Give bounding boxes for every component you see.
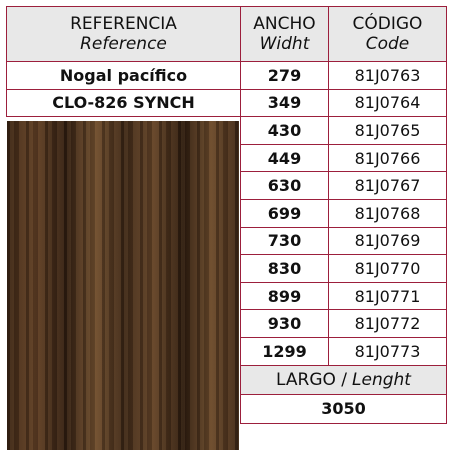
header-label: REFERENCIA	[70, 14, 177, 34]
code-cell: 81J0773	[328, 337, 447, 366]
width-value: 630	[267, 176, 302, 196]
width-value: 430	[267, 120, 302, 140]
reference-cell: CLO-826 SYNCH	[6, 88, 241, 118]
code-value: 81J0773	[354, 341, 421, 361]
header-cell: ANCHO Widht	[240, 6, 329, 62]
code-cell: 81J0765	[328, 116, 447, 145]
code-value: 81J0766	[354, 148, 421, 168]
code-value: 81J0764	[354, 93, 421, 113]
code-cell: 81J0768	[328, 199, 447, 228]
code-cell: 81J0763	[328, 61, 447, 90]
width-value: 1299	[262, 341, 307, 361]
code-cell: 81J0769	[328, 226, 447, 256]
code-cell: 81J0770	[328, 254, 447, 283]
width-cell: 1299	[240, 337, 329, 366]
code-value: 81J0769	[354, 231, 421, 251]
reference-name: CLO-826 SYNCH	[52, 93, 195, 113]
width-cell: 279	[240, 61, 329, 90]
code-value: 81J0772	[354, 314, 421, 334]
code-value: 81J0767	[354, 176, 421, 196]
width-value: 899	[267, 286, 302, 306]
width-value: 830	[267, 258, 302, 278]
header-label: ANCHO	[253, 14, 316, 34]
length-value: 3050	[321, 399, 366, 419]
width-value: 699	[267, 203, 302, 223]
width-cell: 430	[240, 116, 329, 145]
code-cell: 81J0766	[328, 143, 447, 173]
length-header: LARGO / Lenght	[240, 364, 447, 395]
code-cell: 81J0771	[328, 281, 447, 311]
header-sub: Code	[365, 34, 410, 54]
code-cell: 81J0764	[328, 88, 447, 118]
code-value: 81J0768	[354, 203, 421, 223]
header-sub: Widht	[259, 34, 310, 54]
width-cell: 699	[240, 199, 329, 228]
width-value: 449	[267, 148, 302, 168]
width-cell: 930	[240, 309, 329, 338]
code-value: 81J0771	[354, 286, 421, 306]
width-value: 349	[267, 93, 302, 113]
header-cell: CÓDIGO Code	[328, 6, 447, 62]
code-value: 81J0770	[354, 258, 421, 278]
width-cell: 630	[240, 171, 329, 200]
width-cell: 899	[240, 281, 329, 311]
reference-cell: Nogal pacífico	[6, 61, 241, 90]
width-cell: 730	[240, 226, 329, 256]
width-value: 730	[267, 231, 302, 251]
wood-sample	[7, 121, 239, 450]
reference-name: Nogal pacífico	[59, 65, 188, 85]
length-label: LARGO /	[276, 369, 348, 390]
width-cell: 449	[240, 143, 329, 173]
header-label: CÓDIGO	[352, 14, 423, 34]
code-value: 81J0763	[354, 65, 421, 85]
width-value: 279	[267, 65, 302, 85]
code-value: 81J0765	[354, 120, 421, 140]
code-cell: 81J0772	[328, 309, 447, 338]
length-cell: 3050	[240, 393, 447, 424]
header-cell: REFERENCIA Reference	[6, 6, 241, 62]
width-cell: 830	[240, 254, 329, 283]
width-cell: 349	[240, 88, 329, 118]
header-sub: Reference	[80, 34, 167, 54]
code-cell: 81J0767	[328, 171, 447, 200]
length-sub: Lenght	[352, 369, 411, 390]
width-value: 930	[267, 314, 302, 334]
